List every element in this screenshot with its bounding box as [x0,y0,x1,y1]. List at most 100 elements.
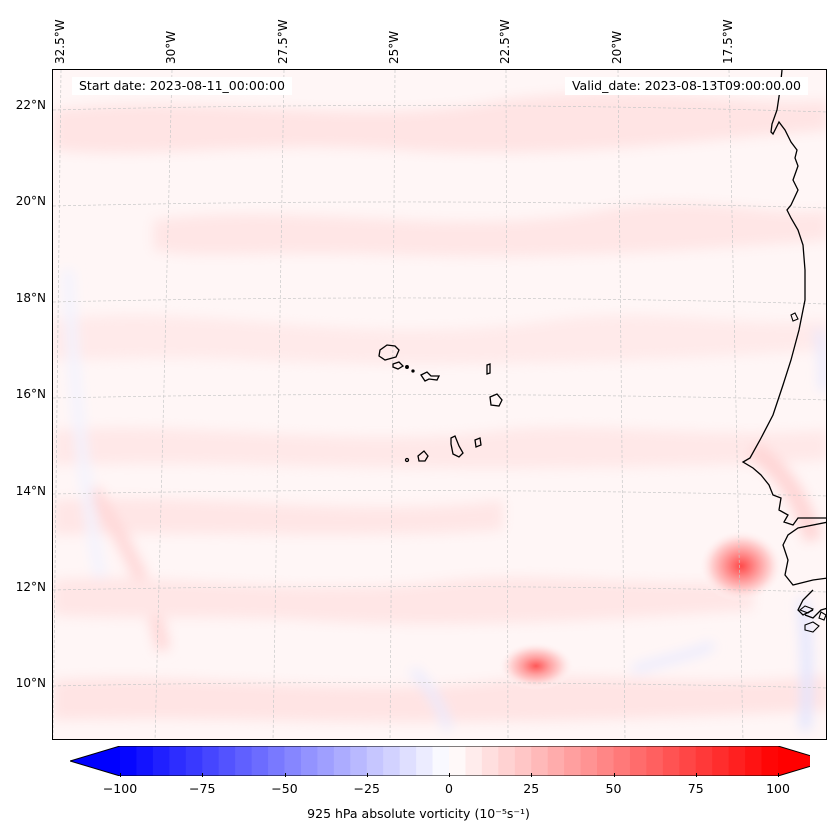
map-panel [52,69,827,740]
lat-tick-label: 20°N [15,194,46,208]
colorbar-segment [350,746,368,776]
lat-tick-label: 12°N [15,580,46,594]
graticule [53,70,826,739]
colorbar-tick-mark [531,773,533,777]
colorbar-segment [547,746,565,776]
vorticity-maximum-south [498,642,574,690]
colorbar-segment [399,746,417,776]
colorbar-segment [679,746,697,776]
colorbar-segment [416,746,434,776]
lat-gridline [53,297,826,305]
lon-gridline [617,70,626,739]
island-santo-antao [378,344,400,361]
negative-vorticity-band [798,599,813,731]
lat-gridline [53,682,826,689]
lon-gridline [53,70,62,739]
lat-gridline [53,201,826,209]
colorbar-segment [580,746,598,776]
colorbar-segment [268,746,285,776]
colorbar-tick-label: 0 [445,781,453,796]
island-sal [486,363,491,375]
colorbar-segment [185,746,203,776]
colorbar-tick-mark [284,773,286,777]
colorbar-tick-label: 75 [687,781,704,796]
colorbar-segment [712,746,730,776]
colorbar-segment [498,746,516,776]
colorbar-extend-min [70,746,120,776]
colorbar-segment [432,746,450,776]
island-maio [474,437,482,448]
colorbar-segment [662,746,680,776]
lat-gridline [53,105,826,113]
lon-gridline [728,70,744,739]
colorbar-segment [728,746,746,776]
island-sao-vicente [392,361,405,370]
colorbar-segment [300,746,318,776]
colorbar-tick-label: −50 [271,781,298,796]
colorbar-segment [333,746,351,776]
vorticity-band [747,442,822,543]
colorbar-segment [449,746,466,776]
colorbar-label: 925 hPa absolute vorticity (10⁻⁵s⁻¹) [0,806,837,821]
colorbar-tick-mark [120,773,121,777]
vorticity-band [53,577,753,625]
colorbar-tick-mark [778,773,779,777]
colorbar-segment [531,746,549,776]
colorbar-segment [613,746,631,776]
colorbar-segment [646,746,664,776]
vorticity-band [53,427,826,469]
colorbar-segment [695,746,713,776]
lat-tick-label: 18°N [15,291,46,305]
island-fogo [417,450,429,462]
lon-gridline [505,70,509,739]
colorbar-tick-label: 100 [766,781,790,796]
colorbar-tick-mark [695,773,697,777]
lat-gridline [53,586,826,593]
colorbar-units-label: (10⁻⁵s⁻¹) [474,806,530,821]
vorticity-band [53,315,826,365]
lat-tick-label: 22°N [15,98,46,112]
start-date-annotation: Start date: 2023-08-11_00:00:00 [72,77,292,95]
negative-vorticity-band [814,329,826,391]
colorbar-tick-mark [366,773,368,777]
coastline-africa-south [782,521,826,619]
vorticity-band [86,486,170,652]
valid-date-annotation: Valid_date: 2023-08-13T09:00:00.00 [564,77,808,95]
island-brava [404,457,410,463]
colorbar-segment [597,746,614,776]
lon-tick-label: 27.5°W [276,19,290,64]
colorbar-tick-label: −75 [189,781,216,796]
coastline-islands-bijagos [790,312,826,633]
colorbar-segment [169,746,187,776]
colorbar-segment [152,746,170,776]
lat-tick-label: 10°N [15,676,46,690]
colorbar-segment [383,746,401,776]
lon-gridline [389,70,396,739]
lat-gridline [53,490,826,497]
colorbar-segment [564,746,582,776]
colorbar-segment [629,746,647,776]
colorbar-segment [481,746,499,776]
colorbar-segment [218,746,236,776]
map-canvas [53,70,826,739]
colorbar-segment [745,746,763,776]
vorticity-band [53,92,826,153]
lon-tick-label: 32.5°W [53,19,67,64]
colorbar-segment [235,746,253,776]
colorbar-segment [317,746,335,776]
vorticity-field [53,92,826,732]
island-santiago [450,435,464,458]
island-boa-vista [489,393,503,407]
lon-gridline [154,70,173,739]
lon-tick-label: 30°W [164,30,178,64]
colorbar-segment [120,746,137,776]
colorbar-segment [366,746,384,776]
lon-gridline [272,70,285,739]
colorbar-segment [136,746,154,776]
colorbar-tick-mark [613,773,615,777]
colorbar-segment [202,746,220,776]
cape-verde-islands [378,344,503,463]
colorbar-tick-label: −100 [102,781,138,796]
negative-vorticity-band [63,269,108,591]
vorticity-band [53,497,503,535]
